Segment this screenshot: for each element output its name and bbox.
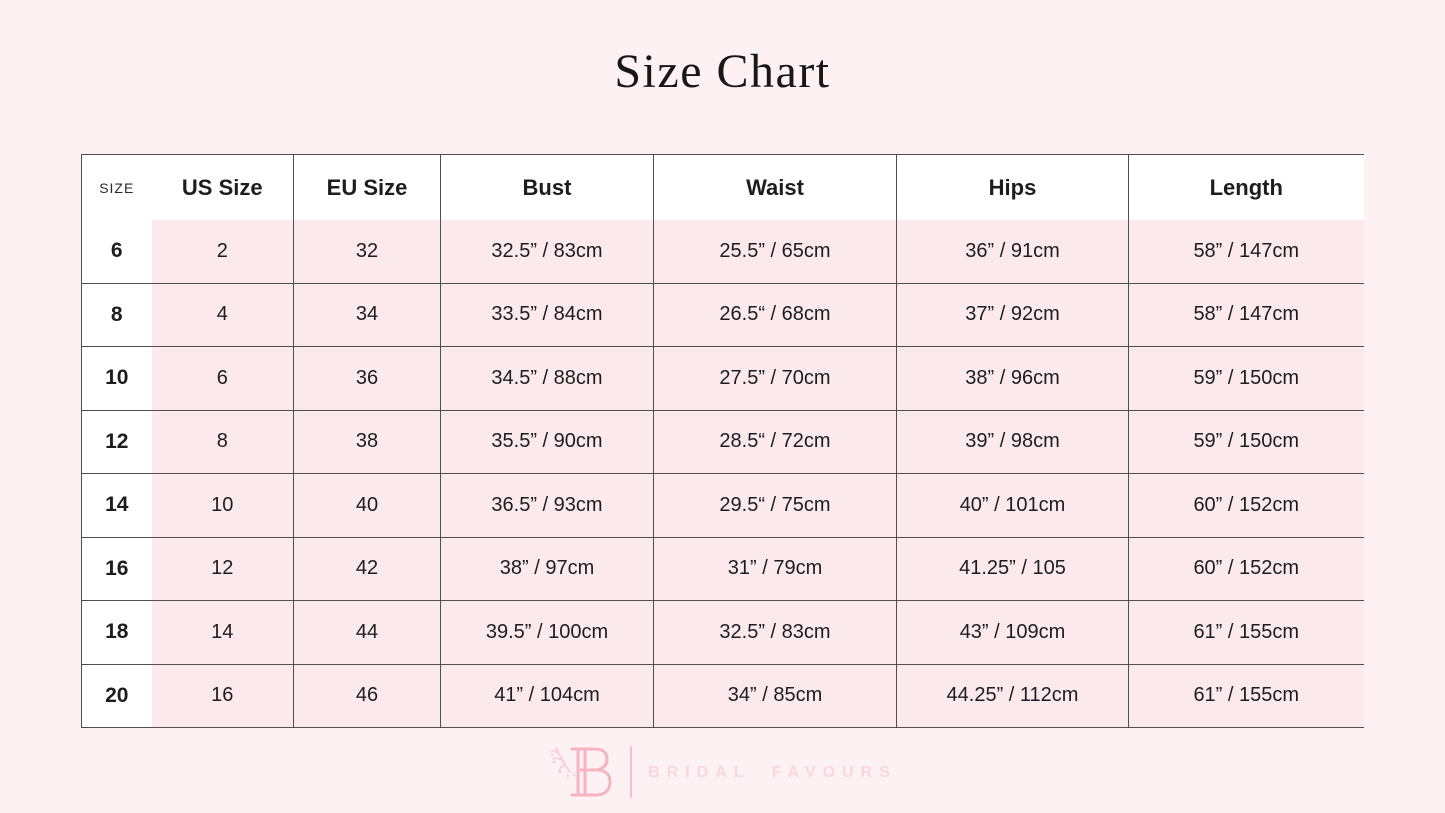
cell-bust: 39.5” / 100cm	[440, 600, 654, 665]
cell-hips: 37” / 92cm	[896, 283, 1129, 347]
cell-size: 16	[81, 537, 152, 601]
table-row: 12 8 38 35.5” / 90cm 28.5“ / 72cm 39” / …	[81, 410, 1364, 474]
cell-waist: 26.5“ / 68cm	[653, 283, 897, 347]
cell-eu-size: 36	[293, 346, 441, 411]
cell-waist: 32.5” / 83cm	[653, 600, 897, 665]
brand-footer: BRIDAL FAVOURS	[0, 742, 1445, 802]
column-header-waist: Waist	[653, 154, 897, 220]
cell-eu-size: 38	[293, 410, 441, 474]
cell-length: 59” / 150cm	[1128, 410, 1364, 474]
cell-waist: 25.5” / 65cm	[653, 220, 897, 284]
cell-hips: 43” / 109cm	[896, 600, 1129, 665]
cell-bust: 32.5” / 83cm	[440, 220, 654, 284]
size-table-body: 6 2 32 32.5” / 83cm 25.5” / 65cm 36” / 9…	[81, 220, 1364, 728]
table-row: 20 16 46 41” / 104cm 34” / 85cm 44.25” /…	[81, 664, 1364, 728]
cell-size: 10	[81, 346, 152, 411]
cell-us-size: 6	[151, 346, 294, 411]
cell-us-size: 16	[151, 664, 294, 728]
logo-divider	[630, 746, 633, 798]
table-row: 18 14 44 39.5” / 100cm 32.5” / 83cm 43” …	[81, 600, 1364, 665]
cell-size: 14	[81, 473, 152, 538]
cell-eu-size: 40	[293, 473, 441, 538]
brand-name: BRIDAL FAVOURS	[648, 764, 897, 781]
cell-waist: 28.5“ / 72cm	[653, 410, 897, 474]
page-title: Size Chart	[614, 45, 831, 98]
cell-waist: 29.5“ / 75cm	[653, 473, 897, 538]
table-row: 16 12 42 38” / 97cm 31” / 79cm 41.25” / …	[81, 537, 1364, 601]
cell-hips: 38” / 96cm	[896, 346, 1129, 411]
cell-eu-size: 32	[293, 220, 441, 284]
cell-eu-size: 46	[293, 664, 441, 728]
cell-us-size: 4	[151, 283, 294, 347]
size-chart-table: SIZE US Size EU Size Bust Waist Hips Len…	[81, 154, 1364, 728]
cell-hips: 39” / 98cm	[896, 410, 1129, 474]
cell-size: 6	[81, 220, 152, 284]
cell-size: 20	[81, 664, 152, 728]
cell-length: 60” / 152cm	[1128, 537, 1364, 601]
cell-hips: 41.25” / 105	[896, 537, 1129, 601]
cell-eu-size: 44	[293, 600, 441, 665]
column-header-length: Length	[1128, 154, 1364, 220]
column-header-eu-size: EU Size	[293, 154, 441, 220]
cell-length: 58” / 147cm	[1128, 283, 1364, 347]
cell-waist: 27.5” / 70cm	[653, 346, 897, 411]
cell-hips: 44.25” / 112cm	[896, 664, 1129, 728]
cell-size: 18	[81, 600, 152, 665]
cell-bust: 36.5” / 93cm	[440, 473, 654, 538]
cell-bust: 35.5” / 90cm	[440, 410, 654, 474]
cell-waist: 31” / 79cm	[653, 537, 897, 601]
cell-bust: 38” / 97cm	[440, 537, 654, 601]
column-header-size: SIZE	[81, 154, 152, 220]
column-header-bust: Bust	[440, 154, 654, 220]
cell-us-size: 14	[151, 600, 294, 665]
column-header-hips: Hips	[896, 154, 1129, 220]
cell-length: 58” / 147cm	[1128, 220, 1364, 284]
cell-length: 60” / 152cm	[1128, 473, 1364, 538]
cell-size: 12	[81, 410, 152, 474]
cell-bust: 33.5” / 84cm	[440, 283, 654, 347]
table-row: 8 4 34 33.5” / 84cm 26.5“ / 68cm 37” / 9…	[81, 283, 1364, 347]
cell-hips: 40” / 101cm	[896, 473, 1129, 538]
cell-eu-size: 42	[293, 537, 441, 601]
cell-size: 8	[81, 283, 152, 347]
table-row: 10 6 36 34.5” / 88cm 27.5” / 70cm 38” / …	[81, 346, 1364, 411]
cell-eu-size: 34	[293, 283, 441, 347]
table-header-row: SIZE US Size EU Size Bust Waist Hips Len…	[81, 154, 1364, 220]
bridal-favours-b-monogram-icon	[550, 747, 612, 797]
cell-bust: 34.5” / 88cm	[440, 346, 654, 411]
cell-length: 61” / 155cm	[1128, 664, 1364, 728]
cell-waist: 34” / 85cm	[653, 664, 897, 728]
cell-length: 61” / 155cm	[1128, 600, 1364, 665]
cell-length: 59” / 150cm	[1128, 346, 1364, 411]
cell-us-size: 10	[151, 473, 294, 538]
cell-hips: 36” / 91cm	[896, 220, 1129, 284]
table-row: 14 10 40 36.5” / 93cm 29.5“ / 75cm 40” /…	[81, 473, 1364, 538]
cell-us-size: 8	[151, 410, 294, 474]
cell-bust: 41” / 104cm	[440, 664, 654, 728]
table-row: 6 2 32 32.5” / 83cm 25.5” / 65cm 36” / 9…	[81, 220, 1364, 284]
cell-us-size: 2	[151, 220, 294, 284]
cell-us-size: 12	[151, 537, 294, 601]
column-header-us-size: US Size	[151, 154, 294, 220]
